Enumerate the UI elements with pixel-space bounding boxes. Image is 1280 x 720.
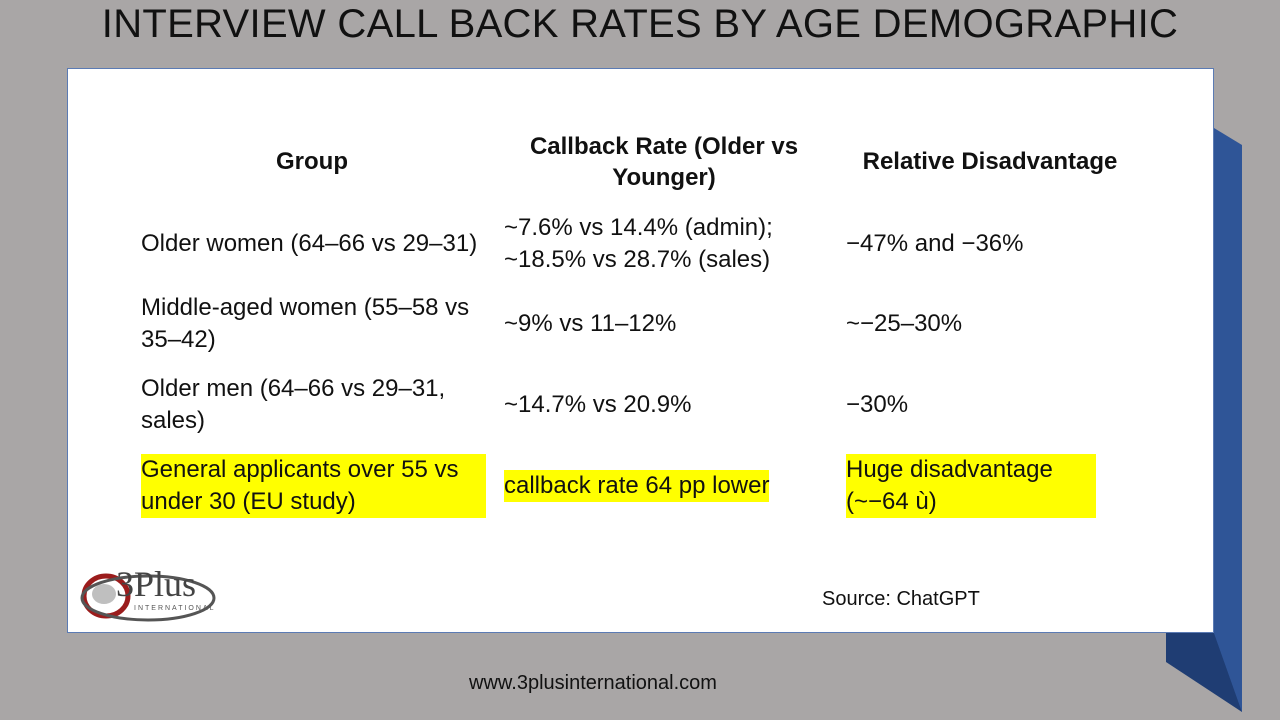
row-2-group: Middle-aged women (55–58 vs 35–42) xyxy=(141,291,486,357)
row-1-disadvantage-text: −47% and −36% xyxy=(846,230,1024,257)
header-callback-rate: Callback Rate (Older vs Younger) xyxy=(529,133,799,191)
header-group: Group xyxy=(276,148,348,175)
row-4-group: General applicants over 55 vs under 30 (… xyxy=(141,453,486,519)
row-2-rate-text: ~9% vs 11–12% xyxy=(504,310,677,337)
3plus-logo: 3Plus INTERNATIONAL xyxy=(80,564,216,622)
row-3-group-text: Older men (64–66 vs 29–31, sales) xyxy=(141,375,446,434)
row-1-group-text: Older women (64–66 vs 29–31) xyxy=(141,230,478,257)
row-2-group-text: Middle-aged women (55–58 vs 35–42) xyxy=(141,294,470,353)
logo-wordmark: 3Plus xyxy=(116,564,196,604)
row-3-group: Older men (64–66 vs 29–31, sales) xyxy=(141,372,486,438)
row-1-group: Older women (64–66 vs 29–31) xyxy=(141,211,486,277)
row-3-disadvantage-text: −30% xyxy=(846,391,909,418)
row-4-group-text: General applicants over 55 vs under 30 (… xyxy=(141,454,486,518)
logo-subtext: INTERNATIONAL xyxy=(134,605,216,612)
row-2-disadvantage-text: ~−25–30% xyxy=(846,310,963,337)
slide-title: INTERVIEW CALL BACK RATES BY AGE DEMOGRA… xyxy=(101,2,1179,46)
row-4-rate: callback rate 64 pp lower xyxy=(504,453,824,519)
row-1-disadvantage: −47% and −36% xyxy=(846,211,1146,277)
row-4-disadvantage: Huge disadvantage (~−64 ù) xyxy=(846,453,1096,519)
row-1-rate: ~7.6% vs 14.4% (admin); ~18.5% vs 28.7% … xyxy=(504,211,824,277)
row-4-disadvantage-text: Huge disadvantage (~−64 ù) xyxy=(846,454,1096,518)
row-3-rate: ~14.7% vs 20.9% xyxy=(504,372,824,438)
row-4-rate-text: callback rate 64 pp lower xyxy=(504,470,770,502)
row-3-disadvantage: −30% xyxy=(846,372,1146,438)
content-card xyxy=(67,68,1214,633)
row-2-rate: ~9% vs 11–12% xyxy=(504,291,824,357)
footer-website-link[interactable]: www.3plusinternational.com xyxy=(469,672,717,694)
header-relative-disadvantage: Relative Disadvantage xyxy=(862,148,1118,175)
source-note: Source: ChatGPT xyxy=(822,588,980,610)
row-3-rate-text: ~14.7% vs 20.9% xyxy=(504,391,692,418)
row-2-disadvantage: ~−25–30% xyxy=(846,291,1146,357)
row-1-rate-text: ~7.6% vs 14.4% (admin); ~18.5% vs 28.7% … xyxy=(504,214,773,273)
